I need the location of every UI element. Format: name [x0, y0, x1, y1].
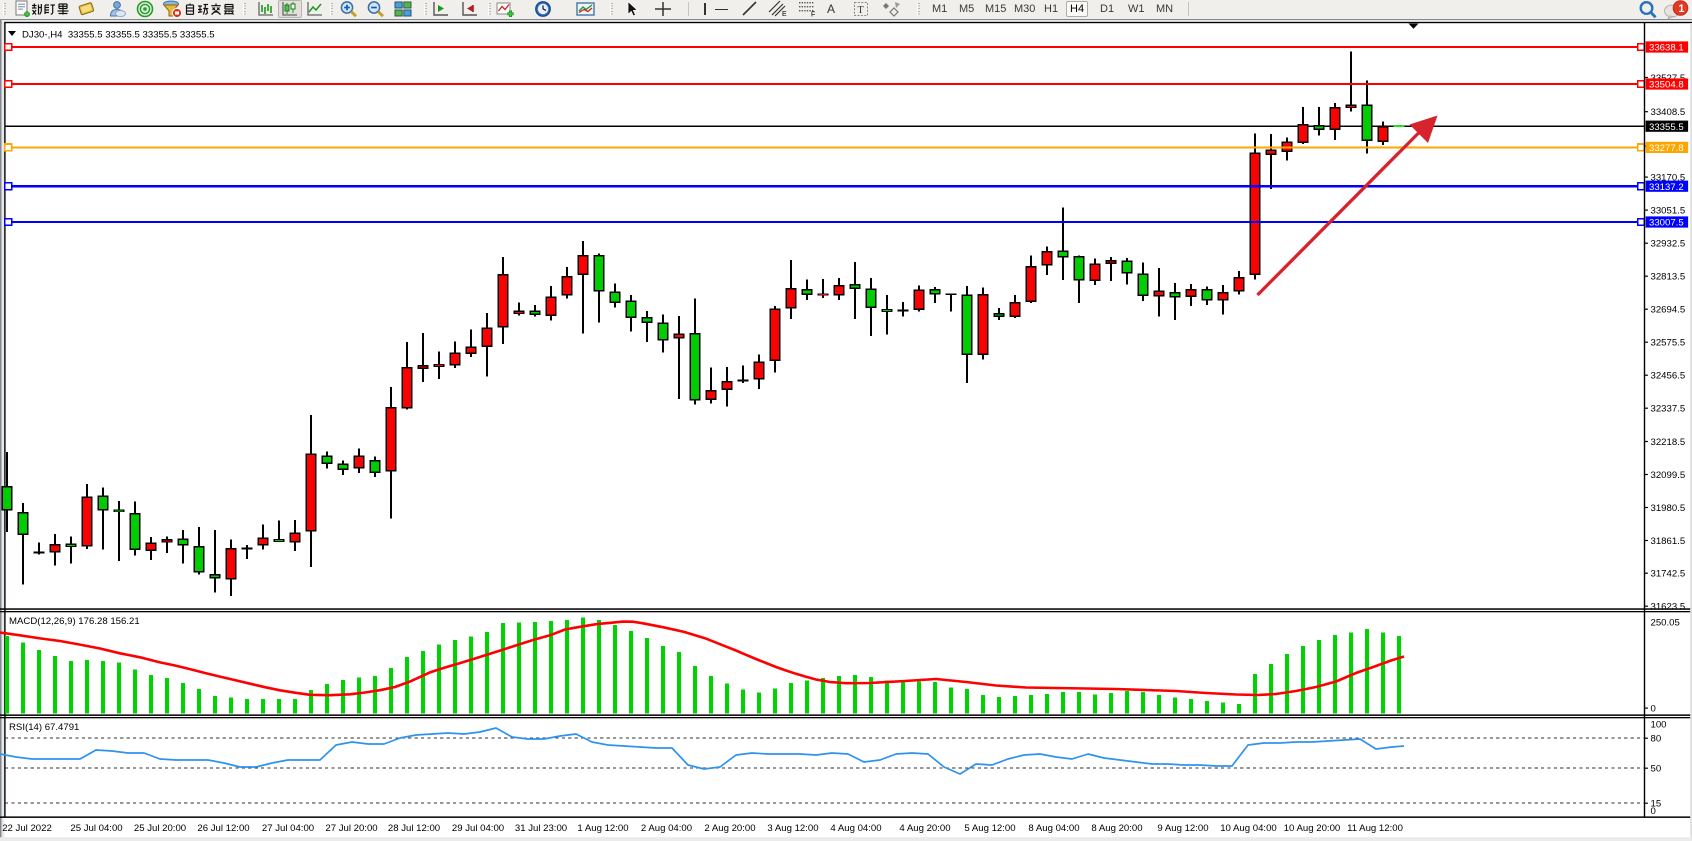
svg-text:31861.5: 31861.5 — [1651, 536, 1686, 547]
svg-text:50: 50 — [1651, 764, 1662, 775]
svg-text:31623.5: 31623.5 — [1651, 602, 1686, 613]
svg-text:33504.8: 33504.8 — [1649, 80, 1684, 91]
svg-text:2 Aug 04:00: 2 Aug 04:00 — [641, 823, 692, 834]
svg-text:3 Aug 12:00: 3 Aug 12:00 — [767, 823, 818, 834]
svg-text:5 Aug 12:00: 5 Aug 12:00 — [964, 823, 1015, 834]
svg-text:32813.5: 32813.5 — [1651, 272, 1686, 283]
svg-text:250.05: 250.05 — [1651, 618, 1680, 629]
svg-text:33007.5: 33007.5 — [1649, 218, 1684, 229]
svg-text:28 Jul 12:00: 28 Jul 12:00 — [388, 823, 440, 834]
svg-text:22 Jul 2022: 22 Jul 2022 — [2, 823, 52, 834]
svg-text:32932.5: 32932.5 — [1651, 239, 1686, 250]
svg-text:33051.5: 33051.5 — [1651, 206, 1686, 217]
svg-text:31 Jul 23:00: 31 Jul 23:00 — [515, 823, 567, 834]
svg-text:9 Aug 12:00: 9 Aug 12:00 — [1157, 823, 1208, 834]
svg-text:32218.5: 32218.5 — [1651, 437, 1686, 448]
svg-text:10 Aug 04:00: 10 Aug 04:00 — [1220, 823, 1277, 834]
svg-text:15: 15 — [1651, 799, 1662, 810]
svg-text:10 Aug 20:00: 10 Aug 20:00 — [1284, 823, 1341, 834]
svg-text:11 Aug 12:00: 11 Aug 12:00 — [1347, 823, 1403, 834]
svg-text:31980.5: 31980.5 — [1651, 503, 1686, 514]
svg-text:F: F — [811, 12, 815, 19]
svg-text:80: 80 — [1651, 734, 1662, 745]
svg-text:25 Jul 20:00: 25 Jul 20:00 — [134, 823, 186, 834]
svg-text:100: 100 — [1651, 720, 1667, 731]
svg-text:29 Jul 04:00: 29 Jul 04:00 — [452, 823, 504, 834]
svg-text:T: T — [858, 5, 864, 16]
svg-text:33408.5: 33408.5 — [1651, 107, 1686, 118]
svg-text:27 Jul 20:00: 27 Jul 20:00 — [325, 823, 377, 834]
svg-text:4 Aug 04:00: 4 Aug 04:00 — [830, 823, 881, 834]
svg-text:1 Aug 12:00: 1 Aug 12:00 — [577, 823, 628, 834]
svg-text:25 Jul 04:00: 25 Jul 04:00 — [70, 823, 122, 834]
svg-text:32694.5: 32694.5 — [1651, 305, 1686, 316]
svg-text:0: 0 — [1651, 704, 1656, 715]
svg-text:33277.8: 33277.8 — [1649, 143, 1684, 154]
svg-text:32099.5: 32099.5 — [1651, 470, 1686, 481]
svg-text:27 Jul 04:00: 27 Jul 04:00 — [262, 823, 314, 834]
svg-text:1: 1 — [1678, 3, 1684, 15]
svg-text:E: E — [782, 11, 787, 18]
svg-text:33638.1: 33638.1 — [1649, 43, 1684, 54]
svg-text:33170.5: 33170.5 — [1651, 173, 1686, 184]
svg-text:8 Aug 20:00: 8 Aug 20:00 — [1091, 823, 1142, 834]
svg-text:RSI(14) 67.4791: RSI(14) 67.4791 — [9, 722, 79, 733]
svg-text:2 Aug 20:00: 2 Aug 20:00 — [704, 823, 755, 834]
svg-text:31742.5: 31742.5 — [1651, 569, 1686, 580]
svg-text:32456.5: 32456.5 — [1651, 371, 1686, 382]
svg-text:33137.2: 33137.2 — [1649, 182, 1684, 193]
svg-text:DJ30-,H4 33355.5 33355.5 3335: DJ30-,H4 33355.5 33355.5 33355.5 33355.5 — [22, 30, 215, 41]
svg-text:MACD(12,26,9) 176.28 156.21: MACD(12,26,9) 176.28 156.21 — [9, 616, 140, 627]
svg-text:26 Jul 12:00: 26 Jul 12:00 — [197, 823, 249, 834]
svg-text:4 Aug 20:00: 4 Aug 20:00 — [899, 823, 950, 834]
svg-text:32337.5: 32337.5 — [1651, 404, 1686, 415]
svg-text:8 Aug 04:00: 8 Aug 04:00 — [1028, 823, 1079, 834]
svg-text:33355.5: 33355.5 — [1649, 122, 1684, 133]
svg-text:0: 0 — [1651, 806, 1656, 817]
svg-text:32575.5: 32575.5 — [1651, 338, 1686, 349]
